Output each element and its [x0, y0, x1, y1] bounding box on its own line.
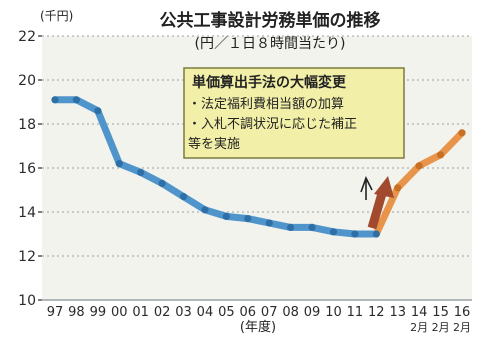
data-point — [115, 160, 123, 168]
annotation-heading: 単価算出手法の大幅変更 — [192, 74, 347, 91]
x-tick-label: 10 — [325, 305, 342, 320]
data-points — [51, 96, 466, 238]
data-point — [372, 230, 380, 238]
annotation-line-1: ・法定福利費相当額の加算 — [188, 97, 344, 112]
data-point — [158, 179, 166, 187]
x-tick-sublabel: 2月 — [410, 321, 428, 334]
y-tick-label: 12 — [18, 249, 36, 265]
x-tick-label: 09 — [304, 305, 321, 320]
y-tick-label: 18 — [18, 117, 36, 133]
data-point — [201, 206, 209, 214]
data-point — [436, 151, 445, 159]
data-point — [51, 96, 59, 104]
x-tick-label: 15 — [432, 305, 449, 320]
data-point — [394, 184, 402, 192]
chart-subtitle: (円／１日８時間当たり) — [195, 36, 346, 52]
data-point — [351, 230, 359, 238]
data-point — [265, 219, 273, 227]
x-tick-sublabel: 2月 — [432, 321, 450, 334]
data-point — [94, 107, 102, 115]
data-point — [222, 212, 230, 220]
data-point — [308, 223, 316, 231]
x-tick-label: 98 — [68, 305, 85, 320]
y-tick-label: 14 — [18, 205, 36, 221]
arrow-head — [374, 176, 394, 198]
x-tick-label: 12 — [368, 305, 385, 320]
data-point — [415, 162, 423, 170]
arrow-shaft — [367, 188, 388, 230]
data-point — [137, 168, 145, 176]
x-tick-label: 14 — [411, 305, 428, 320]
annotation-line-2: ・入札不調状況に応じた補正 — [188, 117, 357, 132]
x-tick-label: 11 — [347, 305, 364, 320]
x-tick-label: 04 — [197, 305, 214, 320]
x-tick-label: 02 — [154, 305, 171, 320]
y-tick-label: 10 — [18, 293, 36, 309]
x-tick-label: 00 — [111, 305, 128, 320]
y-tick-label: 22 — [18, 29, 36, 45]
x-tick-label: 08 — [282, 305, 299, 320]
y-axis-unit: (千円) — [40, 9, 73, 23]
y-tick-label: 20 — [18, 73, 36, 89]
data-point — [329, 228, 338, 236]
change-arrow-icon — [360, 175, 394, 230]
data-point — [458, 129, 466, 137]
x-tick-sublabel: 2月 — [453, 321, 471, 334]
data-point — [72, 96, 81, 104]
annotation-box: 単価算出手法の大幅変更 ・法定福利費相当額の加算 ・入札不調状況に応じた補正 等… — [183, 67, 405, 159]
x-tick-label: 06 — [240, 305, 257, 320]
x-tick-label: 07 — [261, 305, 278, 320]
x-tick-label: 03 — [175, 305, 192, 320]
data-point — [179, 193, 188, 201]
series-line-before_change — [51, 96, 380, 238]
data-point — [287, 223, 295, 231]
x-tick-label: 99 — [90, 305, 107, 320]
x-tick-label: 13 — [389, 305, 406, 320]
x-tick-label: 16 — [454, 305, 471, 320]
x-axis-ticks: 97 98 99 00 01 02 03 04 05 06 07 08 09 10 11 12 13 142月15… — [47, 305, 471, 334]
y-axis-ticks: 10 12 14 16 18 20 22 — [18, 29, 42, 309]
x-tick-label: 97 — [47, 305, 64, 320]
annotation-line-3: 等を実施 — [188, 136, 240, 152]
x-tick-label: 05 — [218, 305, 235, 320]
chart-title: 公共工事設計労務単価の推移 — [160, 10, 381, 31]
x-tick-label: 01 — [132, 305, 149, 320]
data-point — [244, 215, 252, 223]
y-tick-label: 16 — [18, 161, 36, 177]
x-axis-label: (年度) — [240, 319, 276, 335]
